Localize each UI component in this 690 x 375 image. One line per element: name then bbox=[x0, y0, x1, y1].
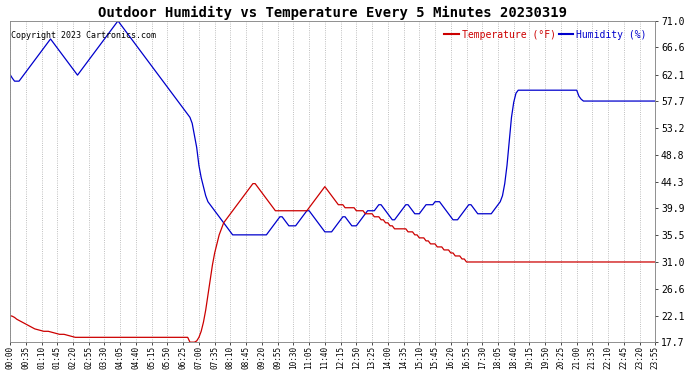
Text: Copyright 2023 Cartronics.com: Copyright 2023 Cartronics.com bbox=[11, 30, 157, 39]
Legend: Temperature (°F), Humidity (%): Temperature (°F), Humidity (%) bbox=[440, 26, 651, 44]
Title: Outdoor Humidity vs Temperature Every 5 Minutes 20230319: Outdoor Humidity vs Temperature Every 5 … bbox=[98, 6, 567, 20]
